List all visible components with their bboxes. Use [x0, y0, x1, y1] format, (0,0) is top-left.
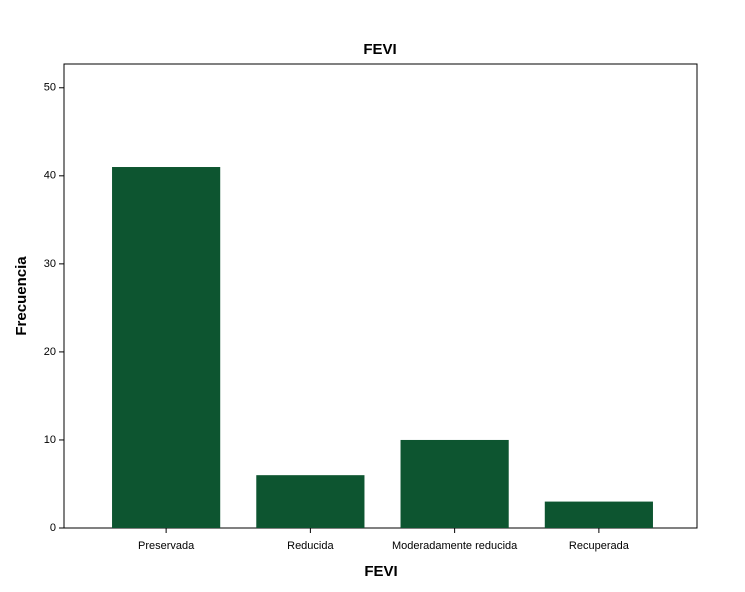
x-tick-label: Recuperada: [569, 540, 630, 552]
y-tick-label: 50: [44, 82, 56, 94]
x-tick-label: Preservada: [138, 540, 195, 552]
y-tick-label: 10: [44, 434, 56, 446]
bar: [400, 439, 509, 528]
y-tick-label: 0: [50, 522, 56, 534]
y-tick-label: 20: [44, 346, 56, 358]
x-axis-label: FEVI: [364, 563, 397, 580]
y-tick-label: 40: [44, 170, 56, 182]
chart-title: FEVI: [363, 41, 396, 58]
bar: [256, 475, 365, 528]
bar: [112, 167, 221, 528]
x-tick-label: Reducida: [287, 540, 334, 552]
plot-frame: [63, 63, 698, 529]
y-tick-label: 30: [44, 258, 56, 270]
y-axis-label: Frecuencia: [13, 256, 30, 336]
bar: [544, 501, 653, 528]
x-tick-label: Moderadamente reducida: [392, 540, 518, 552]
